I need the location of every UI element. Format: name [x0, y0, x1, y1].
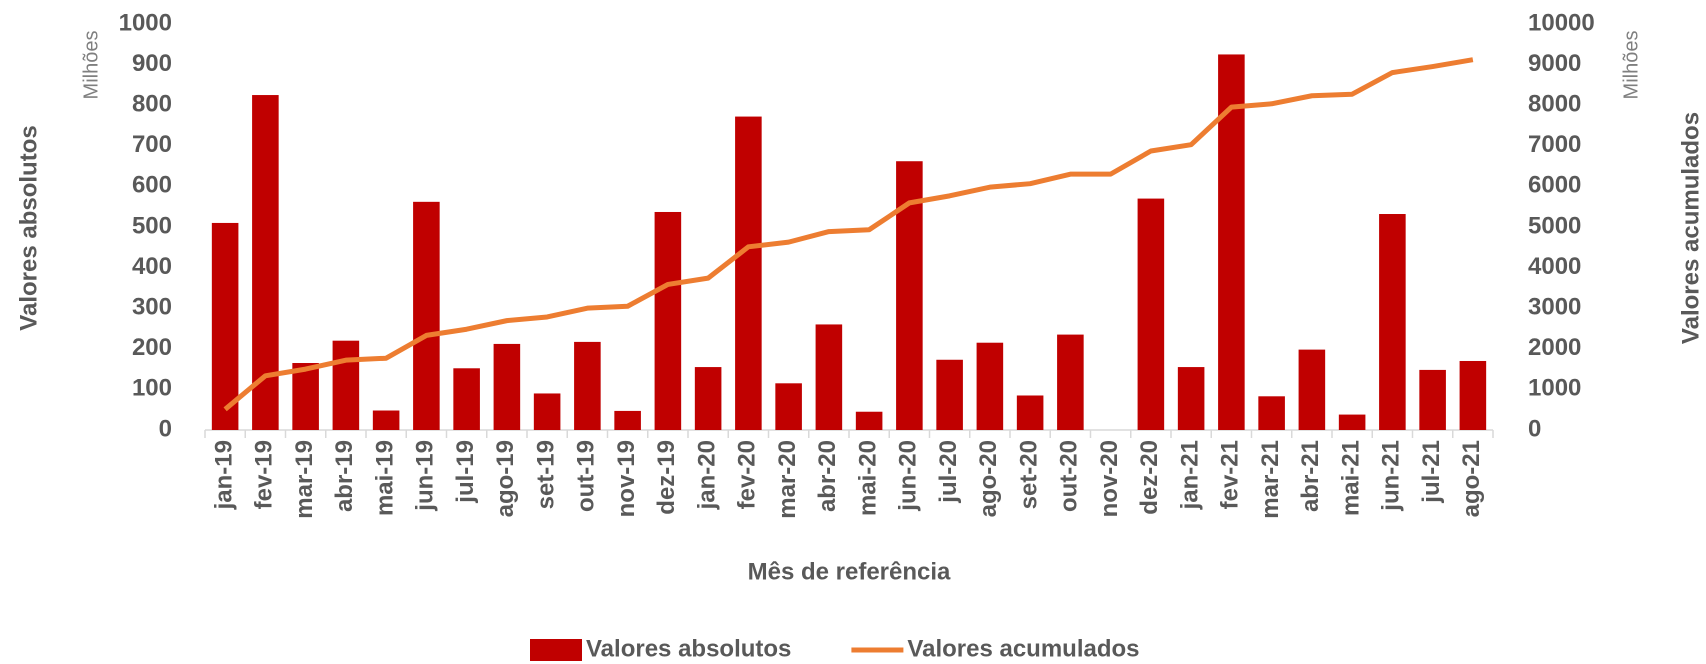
legend-label: Valores acumulados [907, 635, 1139, 662]
y-tick-label: 1000 [119, 9, 172, 36]
x-tick-label: out-19 [573, 440, 600, 512]
bar [1057, 334, 1084, 430]
x-tick-label: jan-19 [210, 440, 237, 510]
bar [1258, 396, 1285, 430]
y2-tick-label: 2000 [1528, 334, 1581, 361]
x-tick-label: ago-21 [1458, 440, 1485, 517]
y-tick-label: 900 [132, 50, 172, 77]
x-tick-label: dez-19 [653, 440, 680, 515]
y2-tick-label: 5000 [1528, 212, 1581, 239]
x-tick-label: mar-19 [291, 440, 318, 519]
bar [1016, 395, 1044, 430]
y2-tick-label: 1000 [1528, 375, 1581, 402]
y-tick-label: 700 [132, 131, 172, 158]
x-tick-label: jul-19 [452, 440, 479, 504]
bar [1419, 369, 1446, 430]
bar [1298, 349, 1326, 430]
x-tick-label: mai-20 [854, 440, 881, 516]
x-tick-label: fev-20 [734, 440, 761, 509]
x-tick-label: nov-19 [613, 440, 640, 517]
y2-tick-label: 7000 [1528, 131, 1581, 158]
x-tick-label: ago-19 [492, 440, 519, 517]
y2-unit: Milhões [1620, 31, 1642, 100]
x-tick-label: jan-20 [693, 440, 720, 510]
x-tick-label: nov-20 [1096, 440, 1123, 517]
x-tick-label: out-20 [1056, 440, 1083, 512]
y2-tick-label: 9000 [1528, 50, 1581, 77]
x-tick-label: mar-20 [774, 440, 801, 519]
bar [1218, 54, 1245, 430]
bar [372, 410, 400, 430]
y-tick-label: 0 [159, 415, 172, 442]
bar [654, 211, 682, 430]
x-tick-label: abr-19 [331, 440, 358, 512]
bar [211, 222, 239, 430]
bar [574, 341, 601, 430]
x-tick-label: fev-19 [251, 440, 278, 509]
bar [855, 411, 883, 430]
y-tick-label: 200 [132, 334, 172, 361]
x-tick-label: jul-21 [1418, 440, 1445, 504]
y-tick-label: 400 [132, 253, 172, 280]
bar [252, 95, 279, 431]
bar [1338, 414, 1366, 430]
x-tick-label: dez-20 [1136, 440, 1163, 515]
y-unit: Milhões [80, 31, 102, 100]
x-tick-label: jul-20 [935, 440, 962, 504]
y2-tick-label: 8000 [1528, 91, 1581, 118]
x-tick-label: set-19 [532, 440, 559, 509]
y2-tick-label: 6000 [1528, 172, 1581, 199]
x-tick-label: mai-19 [371, 440, 398, 516]
bar [453, 368, 480, 430]
bar [815, 324, 843, 430]
bar [735, 116, 762, 431]
x-tick-label: mar-21 [1257, 440, 1284, 519]
bar [775, 383, 802, 430]
y-tick-label: 100 [132, 375, 172, 402]
y-tick-label: 500 [132, 212, 172, 239]
bar [1137, 198, 1165, 430]
bar [1459, 360, 1487, 430]
legend-label: Valores absolutos [586, 635, 791, 662]
y2-tick-label: 10000 [1528, 9, 1595, 36]
bar [976, 342, 1004, 430]
x-tick-label: abr-20 [814, 440, 841, 512]
bar [1177, 367, 1205, 430]
x-tick-label: abr-21 [1297, 440, 1324, 512]
x-tick-label: jun-21 [1378, 440, 1405, 512]
x-tick-label: jun-19 [412, 440, 439, 512]
bar [413, 201, 440, 430]
x-axis-title: Mês de referência [748, 558, 951, 585]
y2-tick-label: 3000 [1528, 294, 1581, 321]
y-tick-label: 300 [132, 294, 172, 321]
y2-tick-label: 0 [1528, 415, 1541, 442]
x-tick-label: set-20 [1015, 440, 1042, 509]
x-tick-label: jun-20 [895, 440, 922, 512]
bar [614, 410, 641, 430]
x-tick-label: jan-21 [1176, 440, 1203, 510]
y2-axis-title: Valores acumulados [1677, 112, 1704, 344]
line [223, 57, 1474, 412]
x-tick-label: ago-20 [975, 440, 1002, 517]
bar [292, 363, 319, 430]
bar [332, 340, 360, 430]
bar [936, 359, 963, 430]
bar [1379, 214, 1406, 430]
y-tick-label: 600 [132, 172, 172, 199]
y2-tick-label: 4000 [1528, 253, 1581, 280]
x-tick-label: fev-21 [1217, 440, 1244, 509]
x-tick-label: mai-21 [1337, 440, 1364, 516]
y-axis-title: Valores absolutos [15, 125, 42, 330]
y-tick-label: 800 [132, 91, 172, 118]
bar [493, 343, 521, 430]
bar [694, 367, 722, 430]
legend-swatch [530, 639, 582, 661]
bar [533, 393, 561, 430]
